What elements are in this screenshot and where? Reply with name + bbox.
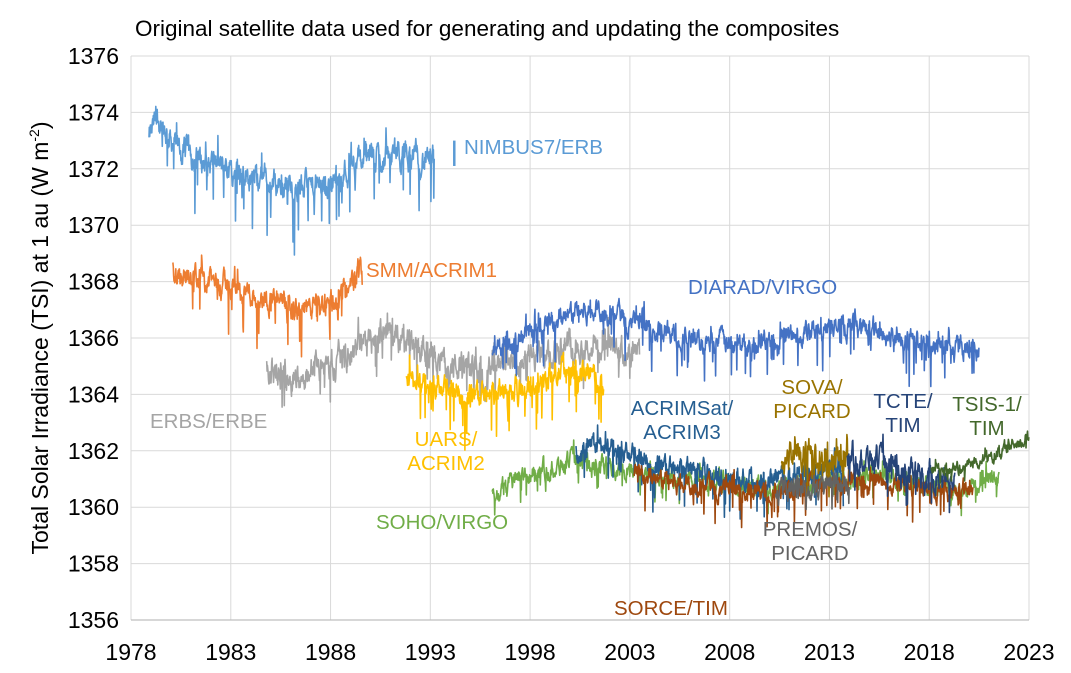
series-line xyxy=(405,351,605,451)
series-label: NIMBUS7/ERB xyxy=(464,136,603,160)
series-label-line: NIMBUS7/ERB xyxy=(464,136,603,159)
y-tick-label: 1366 xyxy=(68,325,119,351)
series-label: SMM/ACRIM1 xyxy=(366,259,497,283)
series-label: SOHO/VIRGO xyxy=(376,511,508,535)
series-label-line: ACRIMSat/ xyxy=(630,397,734,420)
series-label: DIARAD/VIRGO xyxy=(688,276,837,300)
series-label-line: SOHO/VIRGO xyxy=(376,511,509,534)
series-line xyxy=(148,105,435,256)
series-line xyxy=(265,312,641,408)
series-label: ERBS/ERBE xyxy=(150,410,267,434)
x-tick-label: 1983 xyxy=(205,639,256,665)
y-tick-label: 1376 xyxy=(68,43,119,69)
series-label: TSIS-1/TIM xyxy=(952,393,1022,441)
series-line xyxy=(491,297,980,388)
series-smm-acrim1 xyxy=(172,254,363,358)
series-erbs-erbe xyxy=(265,312,641,408)
y-tick-label: 1360 xyxy=(68,494,119,520)
series-label-line: ACRIM3 xyxy=(643,421,721,444)
series-label-line: PREMOS/ xyxy=(762,518,858,541)
y-tick-label: 1368 xyxy=(68,269,119,295)
series-group xyxy=(148,105,1030,529)
x-tick-label: 2008 xyxy=(704,639,755,665)
series-line xyxy=(930,430,1030,484)
series-label: SORCE/TIM xyxy=(614,597,728,621)
series-tsis-1-tim xyxy=(930,430,1030,484)
series-line xyxy=(780,433,850,498)
series-label-line: ACRIM2 xyxy=(407,452,485,475)
series-label: ACRIMSat/ACRIM3 xyxy=(631,397,734,445)
x-tick-label: 2003 xyxy=(604,639,655,665)
chart-title: Original satellite data used for generat… xyxy=(135,16,840,41)
series-uars-acrim2 xyxy=(405,351,605,451)
series-tcte-tim xyxy=(846,433,956,514)
series-label: UARS/ACRIM2 xyxy=(407,428,484,476)
y-tick-label: 1374 xyxy=(68,99,119,125)
series-label-line: SORCE/TIM xyxy=(614,597,728,620)
series-label-line: SOVA/ xyxy=(781,376,843,399)
y-axis-label-end: ) xyxy=(27,121,53,130)
y-tick-label: 1358 xyxy=(68,551,119,577)
x-tick-label: 1998 xyxy=(505,639,556,665)
series-nimbus7-erb xyxy=(148,105,456,256)
series-premos-picard xyxy=(774,471,850,511)
series-label: TCTE/TIM xyxy=(873,390,932,438)
series-label-line: TIM xyxy=(969,417,1005,440)
series-label-line: ERBS/ERBE xyxy=(150,410,268,433)
x-tick-label: 2013 xyxy=(804,639,855,665)
y-tick-label: 1372 xyxy=(68,156,119,182)
series-label: SOVA/PICARD xyxy=(773,376,850,424)
axes: 1356 1358 1360 1362 1364 1366 1368 1370 1372 1374… xyxy=(68,43,1055,665)
series-label-line: TIM xyxy=(885,414,921,437)
x-tick-label: 2023 xyxy=(1003,639,1054,665)
series-label-line: TSIS-1/ xyxy=(952,393,1022,416)
y-axis-label: Total Solar Irradiance (TSI) at 1 au (W … xyxy=(26,122,54,555)
y-tick-label: 1356 xyxy=(68,607,119,633)
series-label-line: TCTE/ xyxy=(873,390,933,413)
series-sova-picard xyxy=(780,433,850,498)
y-axis-label-sup: -2 xyxy=(26,129,42,142)
series-label: PREMOS/PICARD xyxy=(763,518,858,566)
series-label-line: PICARD xyxy=(773,400,851,423)
x-tick-label: 1988 xyxy=(305,639,356,665)
series-label-line: DIARAD/VIRGO xyxy=(688,276,838,299)
y-tick-label: 1364 xyxy=(68,381,119,407)
series-label-line: SMM/ACRIM1 xyxy=(366,259,497,282)
series-diarad-virgo xyxy=(491,297,980,388)
series-label-line: PICARD xyxy=(771,542,849,565)
series-line xyxy=(846,433,956,514)
y-tick-label: 1370 xyxy=(68,212,119,238)
series-label-line: UARS/ xyxy=(414,428,478,451)
y-tick-label: 1362 xyxy=(68,438,119,464)
series-line xyxy=(172,254,363,358)
x-tick-label: 1978 xyxy=(105,639,156,665)
x-tick-label: 2018 xyxy=(904,639,955,665)
y-axis-label-main: Total Solar Irradiance (TSI) at 1 au (W … xyxy=(27,141,53,555)
x-tick-label: 1993 xyxy=(405,639,456,665)
series-line xyxy=(774,471,850,511)
